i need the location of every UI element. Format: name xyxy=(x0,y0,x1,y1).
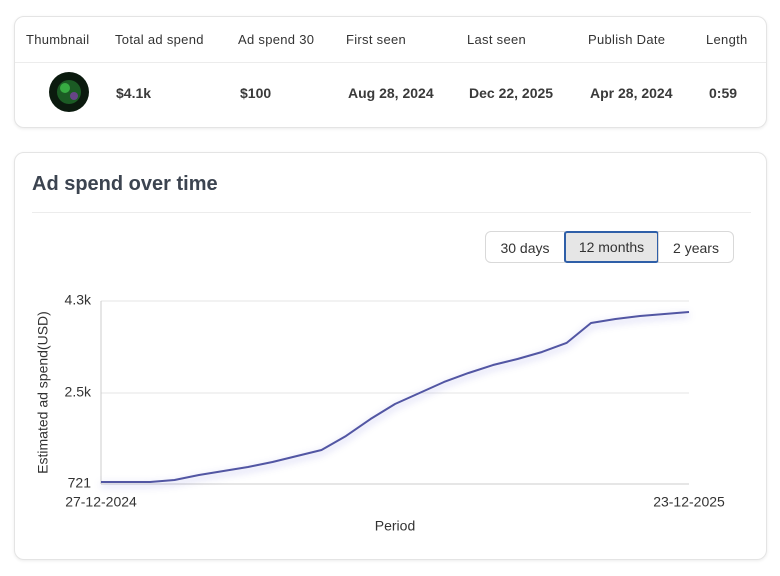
thumbnail[interactable] xyxy=(49,72,89,112)
header-cell: First seen xyxy=(346,32,407,47)
cell: $4.1k xyxy=(116,85,152,101)
cell: $100 xyxy=(240,85,272,101)
chart-card: Ad spend over time 30 days 12 months 2 y… xyxy=(14,152,767,560)
range-button[interactable]: 30 days xyxy=(485,231,565,263)
header-cell: Thumbnail xyxy=(26,32,90,47)
header-cell: Length xyxy=(706,32,748,47)
chart: 721 2.5k 4.3k 27-12-2024 23-12-2025 Period Est… xyxy=(35,292,725,534)
y-tick-label: 2.5k xyxy=(65,384,92,400)
title-divider xyxy=(32,212,751,213)
y-tick-label: 721 xyxy=(68,475,92,491)
range-button[interactable]: 12 months xyxy=(564,231,659,263)
card-title: Ad spend over time xyxy=(32,173,218,195)
stats-card: Thumbnail Total ad spend Ad spend 30 Fir… xyxy=(14,16,767,128)
line xyxy=(101,310,690,484)
range-button[interactable]: 2 years xyxy=(658,231,734,263)
header-cell: Publish Date xyxy=(588,32,666,47)
cell: 0:59 xyxy=(709,85,738,101)
cell: Apr 28, 2024 xyxy=(590,85,673,101)
row-divider xyxy=(15,62,766,63)
cell: Aug 28, 2024 xyxy=(348,85,434,101)
y-tick-label: 4.3k xyxy=(65,292,92,308)
y-axis-label: Estimated ad spend(USD) xyxy=(35,311,51,474)
header-cell: Total ad spend xyxy=(115,32,204,47)
x-axis-label: Period xyxy=(375,518,415,534)
x-tick-label: 27-12-2024 xyxy=(65,494,137,510)
x-tick-label: 23-12-2025 xyxy=(653,494,725,510)
header-cell: Last seen xyxy=(467,32,527,47)
cell: Dec 22, 2025 xyxy=(469,85,554,101)
header-cell: Ad spend 30 xyxy=(238,32,315,47)
